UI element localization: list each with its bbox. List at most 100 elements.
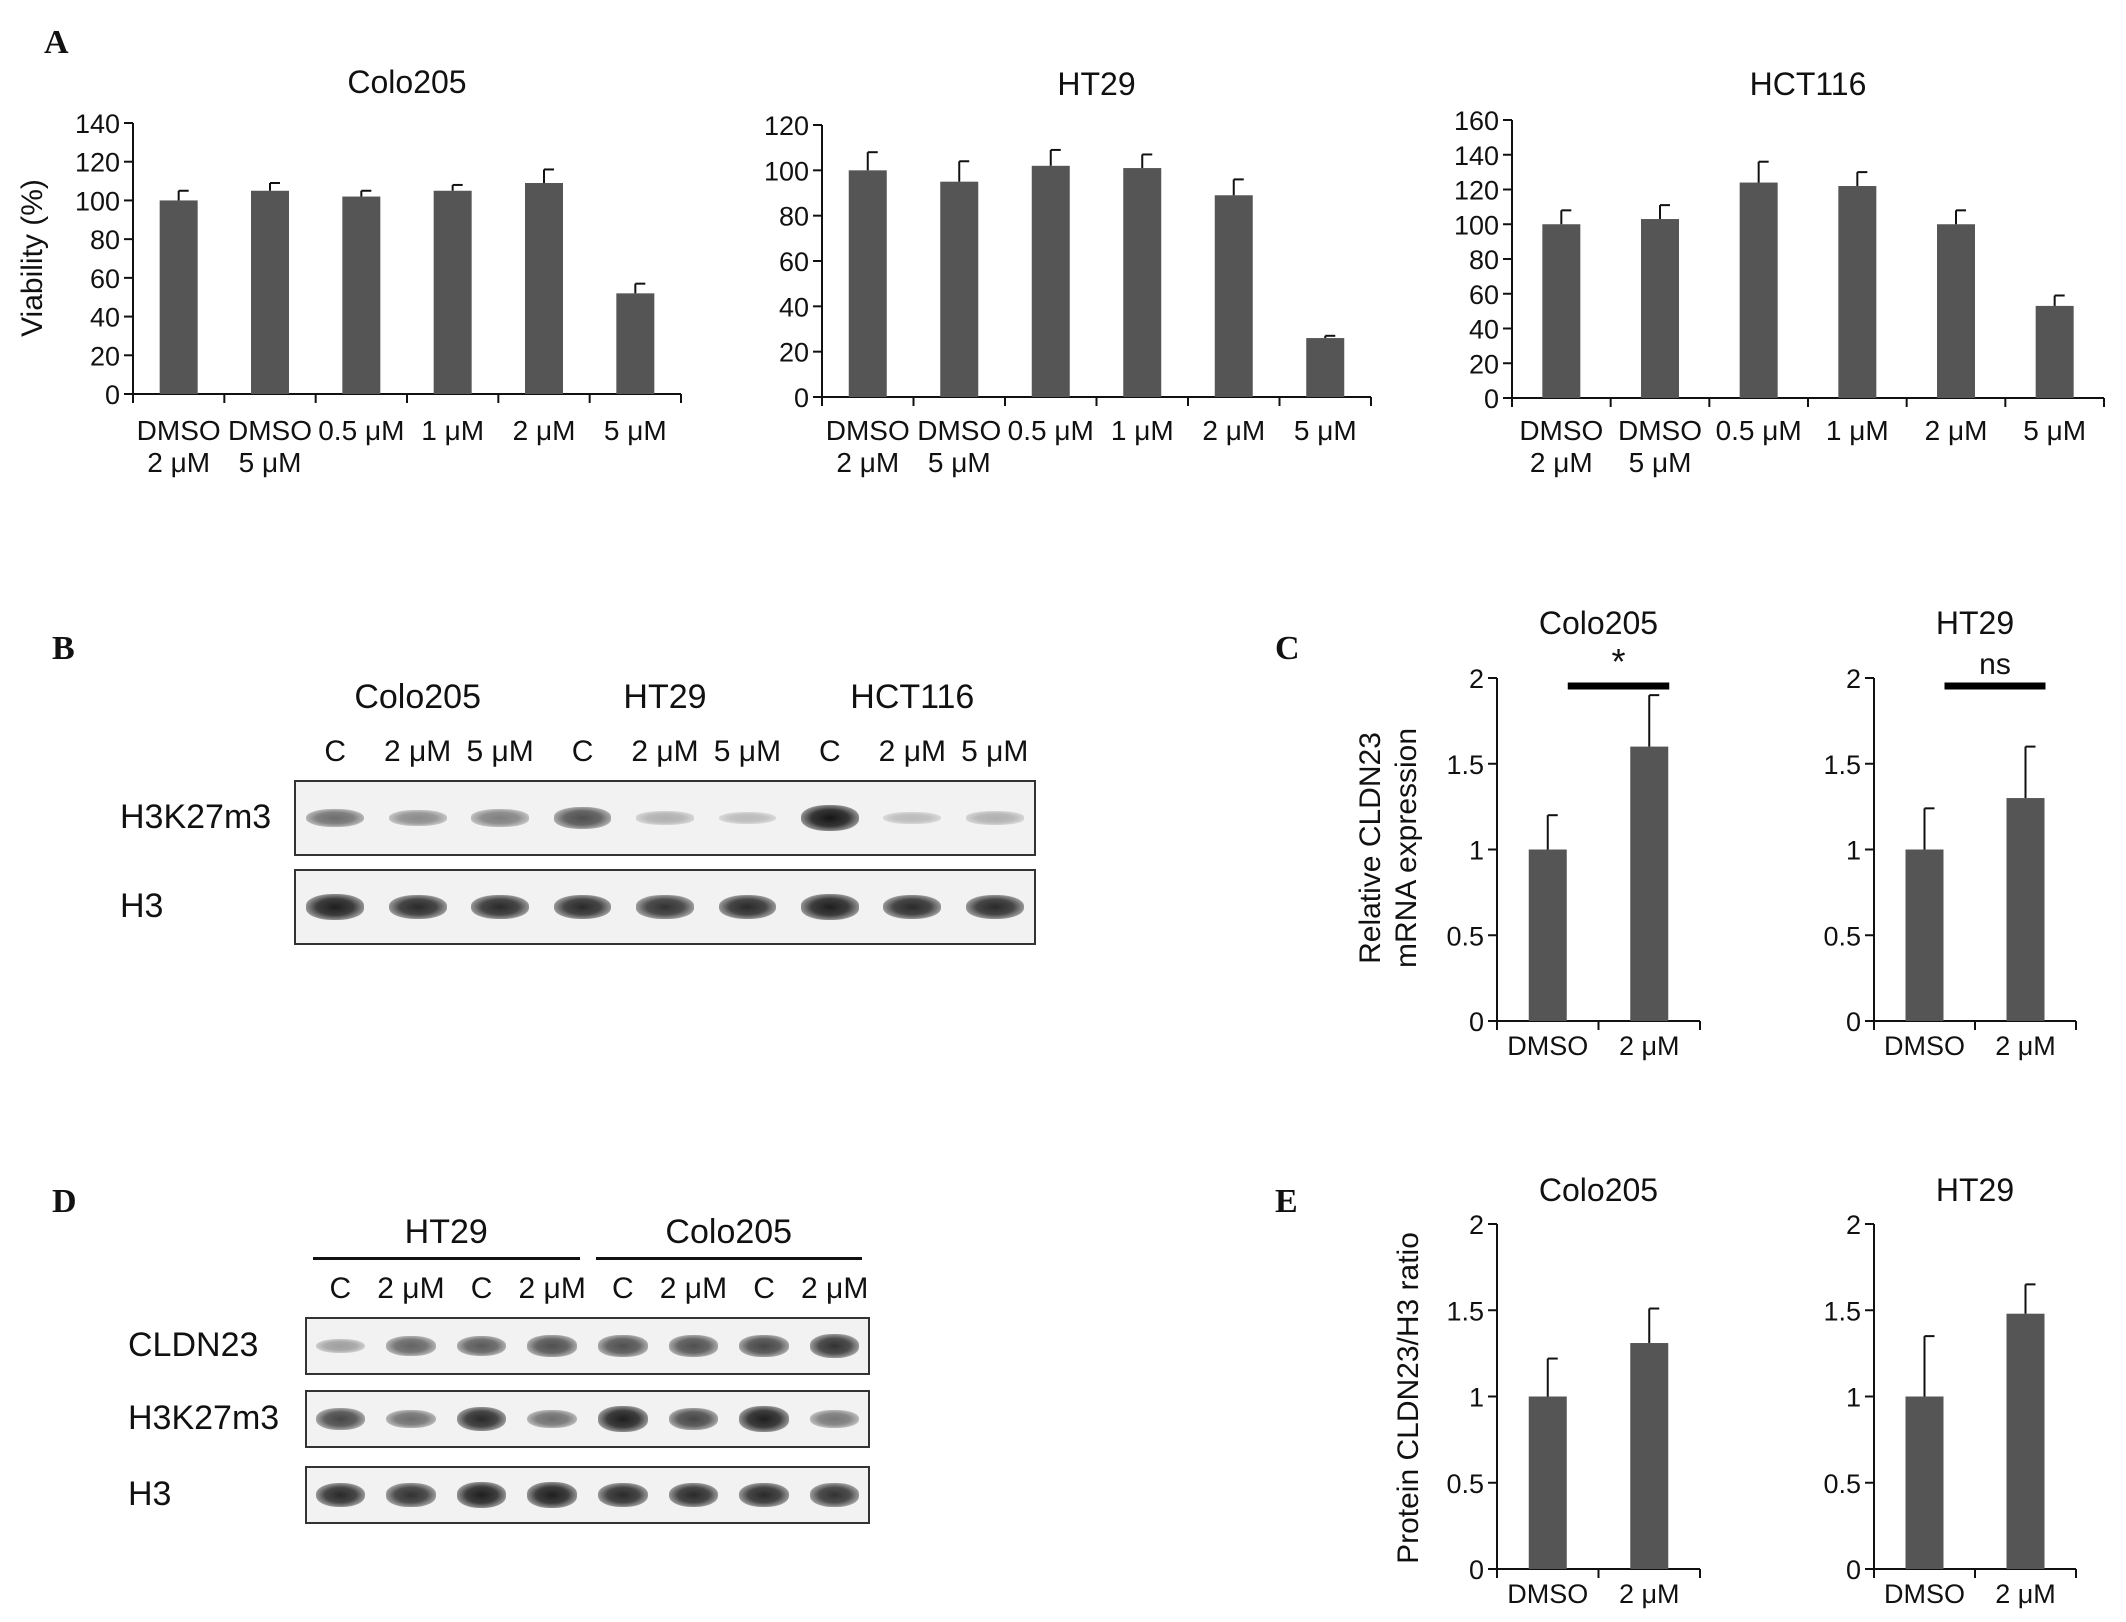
panel-letter-a: A — [44, 24, 69, 61]
blot-lane-label: 2 μM — [878, 735, 946, 768]
y-tick-label: 20 — [779, 338, 809, 368]
blot-band — [598, 1482, 648, 1508]
bar — [433, 190, 472, 394]
category-label: 2 μM — [1925, 415, 1988, 446]
blot-band — [809, 1483, 860, 1507]
blot-lane-label: C — [470, 1272, 493, 1305]
bar — [616, 293, 655, 394]
blot-lane-label: 2 μM — [659, 1272, 728, 1305]
significance-label: * — [1611, 641, 1625, 682]
category-label: 5 μM — [2023, 415, 2086, 446]
y-tick-label: 0 — [1846, 1555, 1861, 1585]
blot-band — [668, 1335, 719, 1357]
blot-band — [386, 1409, 436, 1429]
blot-row-label: H3K27m3 — [128, 1399, 280, 1437]
category-label: DMSO 5 μM — [228, 415, 312, 478]
blot-band — [386, 1336, 436, 1356]
blot-band — [315, 1338, 366, 1354]
y-tick-label: 40 — [90, 303, 120, 333]
blot-band — [388, 894, 447, 920]
blot-lane-label: 2 μM — [631, 735, 699, 768]
chart-c2: HT29 0 0.5 1 1.5 2 DMSO 2 μM ns — [1823, 605, 2077, 1061]
blot-row-label: H3K27m3 — [120, 798, 272, 836]
category-label: DMSO 5 μM — [917, 415, 1001, 478]
blot-band — [965, 811, 1024, 825]
panel-letter-b: B — [52, 630, 75, 667]
blot-group-underline — [595, 1257, 862, 1260]
y-tick-label: 1.5 — [1446, 750, 1484, 780]
blot-lane-label: C — [329, 1272, 352, 1305]
category-label: DMSO 2 μM — [1519, 415, 1603, 478]
panel-letter-e: E — [1275, 1183, 1298, 1220]
chart-title: Colo205 — [1539, 1172, 1658, 1208]
blot-band — [801, 805, 859, 831]
blot-group-title: HT29 — [623, 678, 707, 716]
y-tick-label: 0 — [1469, 1555, 1484, 1585]
bar — [2035, 305, 2074, 398]
bar — [159, 200, 198, 394]
blot-lane-label: C — [611, 1272, 634, 1305]
blot-band — [739, 1482, 789, 1508]
blot-band — [456, 1482, 507, 1508]
category-label: 2 μM — [1619, 1031, 1680, 1061]
blot-band — [965, 894, 1024, 920]
y-tick-label: 160 — [1454, 106, 1499, 136]
bar — [848, 170, 887, 397]
y-tick-label: 1 — [1846, 836, 1861, 866]
blot-band — [668, 1482, 719, 1508]
blot-row-label: H3 — [128, 1475, 172, 1513]
category-label: DMSO 2 μM — [137, 415, 221, 478]
bar — [2006, 1313, 2045, 1569]
blot-band — [801, 894, 859, 920]
blot-group-title: HT29 — [404, 1213, 488, 1251]
category-label: 0.5 μM — [1008, 415, 1094, 446]
bar — [1641, 219, 1679, 398]
blot-lane-label: 5 μM — [713, 735, 782, 768]
y-tick-label: 2 — [1846, 1210, 1861, 1240]
y-tick-label: 2 — [1469, 664, 1484, 694]
chart-title: HT29 — [1936, 1172, 2014, 1208]
chart-e2: HT29 0 0.5 1 1.5 2 DMSO 2 μM — [1823, 1172, 2077, 1609]
blot-band — [883, 894, 942, 920]
blot-band — [315, 1408, 366, 1430]
blot-band — [809, 1334, 860, 1358]
y-tick-label: 0.5 — [1823, 921, 1861, 951]
y-tick-label: 0 — [1846, 1007, 1861, 1037]
category-label: 5 μM — [1294, 415, 1357, 446]
bar — [1937, 224, 1975, 398]
blot-lane-label: 5 μM — [466, 735, 534, 768]
y-tick-label: 120 — [1454, 176, 1499, 206]
bar — [1542, 224, 1581, 398]
blot-group-title: Colo205 — [665, 1213, 793, 1251]
bar — [1031, 165, 1070, 397]
y-tick-label: 1 — [1469, 836, 1484, 866]
panel-letter-c: C — [1275, 630, 1300, 667]
y-tick-label: 0.5 — [1823, 1469, 1861, 1499]
chart-title: HCT116 — [1750, 66, 1867, 102]
blot-band — [388, 809, 447, 827]
blot-lane-label: C — [324, 735, 347, 768]
blot-lane-label: C — [819, 735, 841, 768]
blot-band — [598, 1406, 648, 1432]
category-label: 5 μM — [604, 415, 667, 446]
y-tick-label: 120 — [764, 111, 809, 141]
category-label: 0.5 μM — [1716, 415, 1802, 446]
y-tick-label: 20 — [1469, 349, 1499, 379]
blot-group-title: Colo205 — [354, 678, 481, 716]
y-tick-label: 1 — [1846, 1383, 1861, 1413]
blot-band — [553, 894, 612, 920]
blot-band — [471, 809, 529, 827]
category-label: 2 μM — [513, 415, 576, 446]
blot-lane-label: 2 μM — [377, 1272, 445, 1305]
blot-band — [456, 1406, 507, 1432]
blot-band — [306, 894, 365, 920]
blot-lane-label: C — [753, 1272, 775, 1305]
blot-membrane — [294, 780, 1036, 856]
y-axis-label: Relative CLDN23 mRNA expression — [1354, 728, 1423, 968]
blot-band — [739, 1335, 789, 1357]
y-tick-label: 120 — [75, 148, 120, 178]
category-label: DMSO — [1884, 1579, 1965, 1609]
bar — [940, 181, 979, 397]
